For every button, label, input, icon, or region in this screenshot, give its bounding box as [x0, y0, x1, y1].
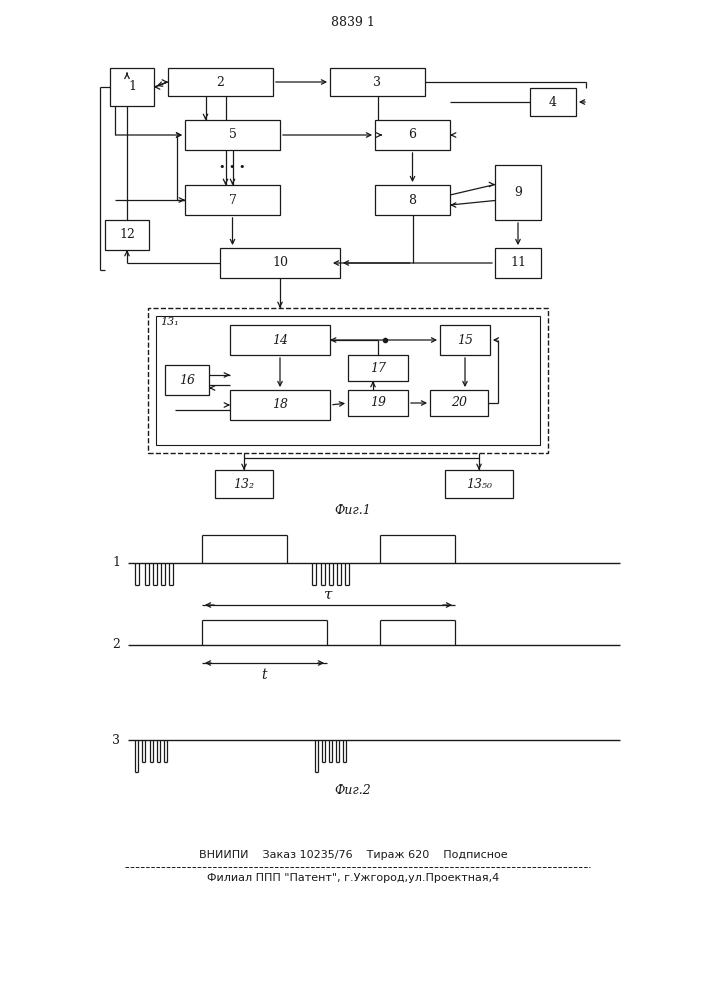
Bar	[430, 390, 488, 416]
Text: 8839 1: 8839 1	[331, 15, 375, 28]
Bar	[215, 470, 273, 498]
Bar	[230, 325, 330, 355]
Text: 1: 1	[128, 81, 136, 94]
Bar	[230, 390, 330, 420]
Text: 16: 16	[179, 373, 195, 386]
Text: 8: 8	[409, 194, 416, 207]
Text: 14: 14	[272, 334, 288, 347]
Bar	[348, 390, 408, 416]
Bar	[220, 248, 340, 278]
Text: Филиал ППП "Патент", г.Ужгород,ул.Проектная,4: Филиал ППП "Патент", г.Ужгород,ул.Проект…	[207, 873, 499, 883]
Bar	[495, 248, 541, 278]
Text: Фиг.2: Фиг.2	[334, 784, 371, 796]
Text: 5: 5	[228, 128, 236, 141]
Bar	[330, 68, 425, 96]
Text: 1: 1	[112, 556, 120, 570]
Text: 2: 2	[216, 76, 224, 89]
Text: 7: 7	[228, 194, 236, 207]
Text: 17: 17	[370, 361, 386, 374]
Bar	[440, 325, 490, 355]
Text: τ: τ	[325, 588, 333, 602]
Text: 19: 19	[370, 396, 386, 410]
Text: 11: 11	[510, 256, 526, 269]
Text: 9: 9	[514, 186, 522, 199]
Text: 18: 18	[272, 398, 288, 412]
Text: ВНИИПИ    Заказ 10235/76    Тираж 620    Подписное: ВНИИПИ Заказ 10235/76 Тираж 620 Подписно…	[199, 850, 508, 860]
Text: 6: 6	[409, 128, 416, 141]
Text: 20: 20	[451, 396, 467, 410]
Bar	[495, 165, 541, 220]
Bar	[110, 68, 154, 106]
Text: 12: 12	[119, 229, 135, 241]
Bar	[156, 316, 540, 445]
Text: 2: 2	[112, 639, 120, 652]
Text: 3: 3	[112, 734, 120, 746]
Bar	[165, 365, 209, 395]
Text: • • •: • • •	[219, 162, 246, 172]
Bar	[530, 88, 576, 116]
Bar	[375, 120, 450, 150]
Bar	[445, 470, 513, 498]
Bar	[185, 185, 280, 215]
Text: 3: 3	[373, 76, 382, 89]
Bar	[375, 185, 450, 215]
Bar	[148, 308, 548, 453]
Text: 10: 10	[272, 256, 288, 269]
Bar	[185, 120, 280, 150]
Text: Фиг.1: Фиг.1	[334, 504, 371, 516]
Bar	[348, 355, 408, 381]
Text: 4: 4	[549, 96, 557, 108]
Text: 13₅₀: 13₅₀	[466, 478, 492, 490]
Text: t: t	[262, 668, 267, 682]
Text: 13₂: 13₂	[233, 478, 255, 490]
Bar	[105, 220, 149, 250]
Bar	[168, 68, 273, 96]
Text: 15: 15	[457, 334, 473, 347]
Text: 13₁: 13₁	[160, 317, 179, 327]
